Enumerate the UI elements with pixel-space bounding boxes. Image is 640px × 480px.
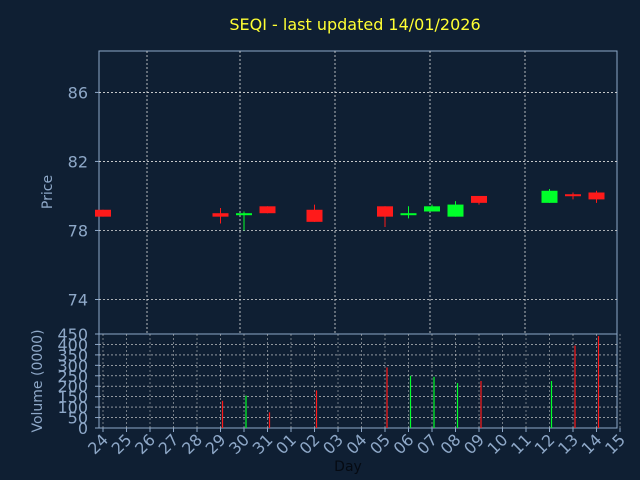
volume-y-tick-label: 400 xyxy=(57,335,88,354)
candle-body-13 xyxy=(565,194,581,197)
volume-y-tick-label: 50 xyxy=(68,409,88,428)
volume-y-tick-label: 0 xyxy=(78,419,88,438)
price-y-tick-label: 86 xyxy=(68,83,88,102)
candle-body-12 xyxy=(541,190,558,203)
candle-body-02 xyxy=(306,209,323,222)
price-y-tick-label: 78 xyxy=(68,221,88,240)
candle-body-09 xyxy=(471,195,487,203)
volume-y-tick-label: 100 xyxy=(57,398,88,417)
volume-axis-label: Volume (0000) xyxy=(30,329,46,432)
volume-y-tick-label: 450 xyxy=(57,325,88,344)
x-tick-label: 15 xyxy=(601,430,629,458)
price-plot-frame xyxy=(98,50,618,335)
volume-y-tick-label: 200 xyxy=(57,377,88,396)
volume-y-tick-label: 300 xyxy=(57,356,88,375)
candle-body-05 xyxy=(377,206,393,217)
volume-y-tick-label: 350 xyxy=(57,346,88,365)
volume-plot-frame xyxy=(98,333,618,429)
price-axis-label: Price xyxy=(40,175,56,209)
candle-body-07 xyxy=(424,206,440,212)
volume-y-tick-label: 250 xyxy=(57,367,88,386)
chart-title: SEQI - last updated 14/01/2026 xyxy=(229,15,480,34)
price-panel: 74 78 82 86 xyxy=(68,50,618,335)
candle-body-06 xyxy=(400,213,417,216)
candle-body-14 xyxy=(588,192,605,200)
price-y-tick-label: 74 xyxy=(68,290,88,309)
candle-body-29 xyxy=(212,213,229,217)
volume-y-tick-label: 150 xyxy=(57,388,88,407)
volume-panel: 2425262728293031010203040506070809101112… xyxy=(57,325,629,458)
candle-body-31 xyxy=(259,206,276,214)
candle-body-24 xyxy=(95,209,111,217)
candle-body-30 xyxy=(236,213,252,216)
candle-body-08 xyxy=(447,204,464,217)
price-y-tick-label: 82 xyxy=(68,152,88,171)
x-axis-label: Day xyxy=(334,459,362,475)
